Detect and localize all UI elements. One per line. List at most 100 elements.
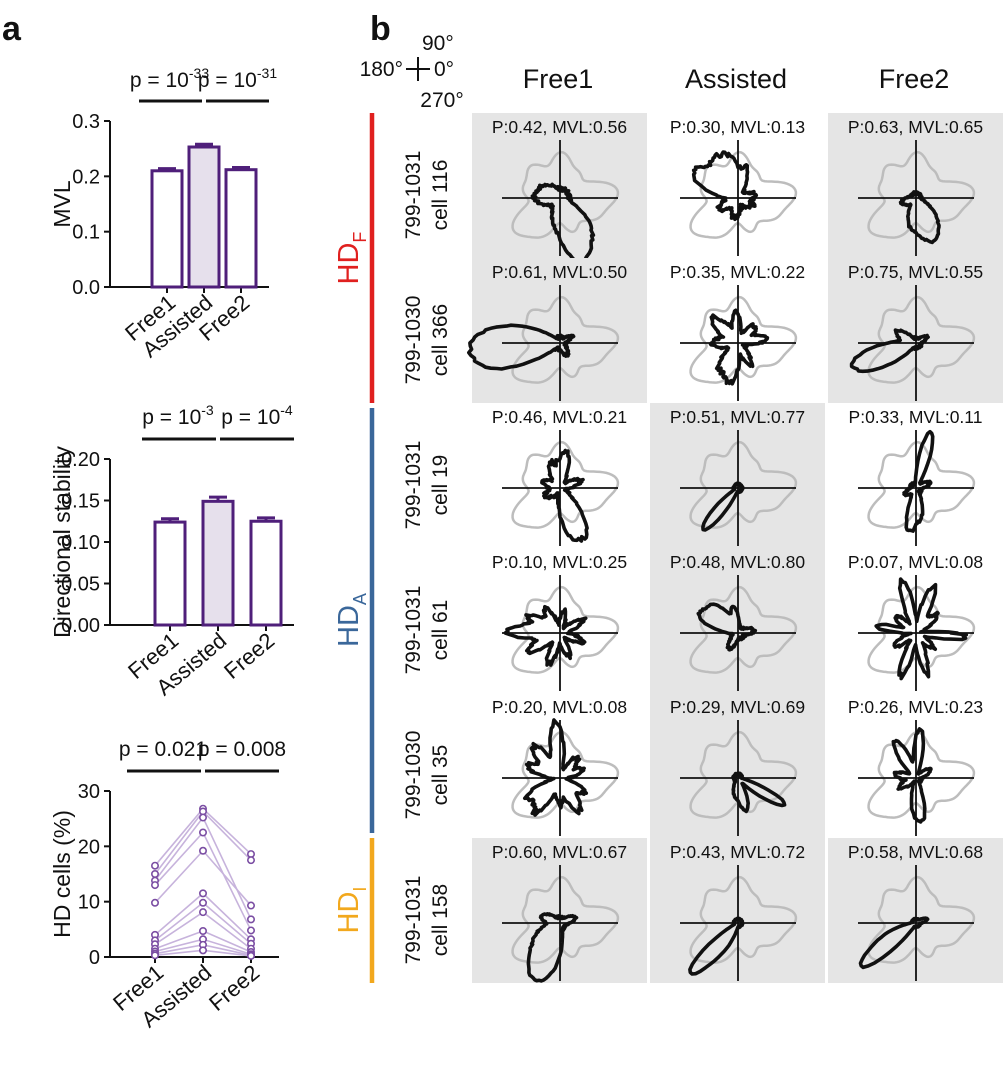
y-tick-label: 0 xyxy=(89,947,100,969)
stat-label: P:0.26, MVL:0.23 xyxy=(848,697,983,717)
p-value-base: p = 10 xyxy=(130,69,189,92)
data-point xyxy=(247,926,256,935)
panel-b-grid: P:0.42, MVL:0.56 P:0.30, MVL:0.13 P:0.63, … xyxy=(333,113,1003,983)
polar-row-1: P:0.42, MVL:0.56 P:0.30, MVL:0.13 P:0.63, … xyxy=(402,113,1003,265)
y-tick-label: 0.2 xyxy=(72,166,100,188)
stat-label: P:0.51, MVL:0.77 xyxy=(670,407,805,427)
compass-bottom-label: 270° xyxy=(420,89,463,112)
stat-label: P:0.33, MVL:0.11 xyxy=(849,407,983,427)
compass-top-label: 90° xyxy=(422,32,454,55)
p-value-label: p = 10-3 xyxy=(142,402,214,429)
stat-label: P:0.58, MVL:0.68 xyxy=(848,842,983,862)
polar-cell: P:0.61, MVL:0.50 xyxy=(467,258,647,403)
polar-cell: P:0.48, MVL:0.80 xyxy=(650,548,825,693)
panel-b-label: b xyxy=(370,10,391,48)
polar-cell: P:0.20, MVL:0.08 xyxy=(492,697,627,836)
data-point xyxy=(199,946,208,955)
data-point xyxy=(199,813,208,822)
reference-tuning-curve xyxy=(689,295,798,384)
y-tick-label: 0.3 xyxy=(72,111,100,133)
polar-row-4: P:0.10, MVL:0.25 P:0.48, MVL:0.80 P:0.07, … xyxy=(402,548,983,693)
y-tick-label: 30 xyxy=(78,781,100,803)
polar-cell: P:0.43, MVL:0.72 xyxy=(650,838,825,983)
tuning-curve xyxy=(540,448,589,543)
group-hd-i: HDI xyxy=(333,838,375,983)
p-value-exponent: -3 xyxy=(201,402,214,418)
data-point xyxy=(199,889,208,898)
group-label-name: HD xyxy=(333,243,365,285)
group-label-name: HD xyxy=(333,892,365,934)
stat-label: P:0.10, MVL:0.25 xyxy=(492,552,627,572)
data-point xyxy=(199,898,208,907)
polar-cell: P:0.51, MVL:0.77 xyxy=(650,403,825,548)
data-point xyxy=(151,861,160,870)
stat-label: P:0.61, MVL:0.50 xyxy=(492,262,627,282)
data-point xyxy=(199,828,208,837)
stat-label: P:0.60, MVL:0.67 xyxy=(492,842,627,862)
y-axis-label: Directional stability xyxy=(49,446,75,638)
polar-row-2: P:0.61, MVL:0.50 P:0.35, MVL:0.22 P:0.75, … xyxy=(402,258,1003,403)
y-tick-label: 0.20 xyxy=(61,449,100,471)
group-label-subscript: F xyxy=(350,232,370,243)
stat-label: P:0.48, MVL:0.80 xyxy=(670,552,805,572)
tuning-curve xyxy=(858,916,930,970)
data-point xyxy=(247,856,256,865)
p-value-label: p = 0.008 xyxy=(198,738,286,761)
group-label: HDA xyxy=(333,593,370,647)
polar-cell: P:0.35, MVL:0.22 xyxy=(670,262,805,401)
y-tick-label: 0.05 xyxy=(61,574,100,596)
p-value-label: p = 10-4 xyxy=(221,402,293,429)
row-cell-label: cell 61 xyxy=(429,600,452,661)
column-header-assisted: Assisted xyxy=(685,64,787,94)
y-tick-label: 20 xyxy=(78,836,100,858)
row-cell-label: cell 35 xyxy=(429,745,452,806)
compass-left-label: 180° xyxy=(360,58,403,81)
stat-label: P:0.63, MVL:0.65 xyxy=(848,117,983,137)
data-point xyxy=(151,898,160,907)
tuning-curve xyxy=(523,718,589,817)
group-label: HDI xyxy=(333,887,370,934)
tuning-curve xyxy=(708,308,770,386)
stat-label: P:0.30, MVL:0.13 xyxy=(670,117,805,137)
x-tick-label: Free2 xyxy=(219,628,279,684)
data-point xyxy=(151,869,160,878)
tuning-curve xyxy=(891,727,933,824)
group-label-subscript: I xyxy=(350,887,370,892)
row-session-label: 799-1031 xyxy=(402,441,425,530)
bar-assisted xyxy=(201,499,235,627)
reference-tuning-curve xyxy=(867,730,976,819)
p-value-label: p = 0.021 xyxy=(119,738,207,761)
compass-legend: 90° 180° 0° 270° xyxy=(360,32,464,112)
y-tick-label: 0.10 xyxy=(61,532,100,554)
column-header-free2: Free2 xyxy=(879,64,950,94)
stat-label: P:0.07, MVL:0.08 xyxy=(848,552,983,572)
polar-cell: P:0.26, MVL:0.23 xyxy=(848,697,983,836)
polar-cell: P:0.07, MVL:0.08 xyxy=(848,552,983,691)
row-cell-label: cell 19 xyxy=(429,455,452,516)
polar-cell: P:0.30, MVL:0.13 xyxy=(670,117,805,256)
panel-a-label: a xyxy=(2,10,22,48)
bar-assisted xyxy=(187,145,221,289)
row-cell-label: cell 158 xyxy=(429,884,452,956)
compass-right-label: 0° xyxy=(434,58,454,81)
tuning-curve xyxy=(530,182,596,265)
stat-label: P:0.42, MVL:0.56 xyxy=(492,117,627,137)
y-axis-label: HD cells (%) xyxy=(49,810,75,938)
p-value-exponent: -33 xyxy=(189,65,209,81)
tuning-curve xyxy=(467,323,576,371)
polar-cell: P:0.33, MVL:0.11 xyxy=(849,407,983,546)
column-header-free1: Free1 xyxy=(523,64,594,94)
tuning-curve xyxy=(898,190,941,245)
tuning-curve xyxy=(526,912,579,983)
polar-cell: P:0.58, MVL:0.68 xyxy=(828,838,1003,983)
polar-cell: P:0.60, MVL:0.67 xyxy=(472,838,647,983)
group-hd-f: HDF xyxy=(333,113,375,403)
p-value-base: p = 10 xyxy=(198,69,257,92)
group-label-subscript: A xyxy=(350,593,370,605)
data-point xyxy=(199,846,208,855)
tuning-curve xyxy=(701,481,745,532)
row-session-label: 799-1031 xyxy=(402,876,425,965)
tuning-curve xyxy=(874,577,969,681)
